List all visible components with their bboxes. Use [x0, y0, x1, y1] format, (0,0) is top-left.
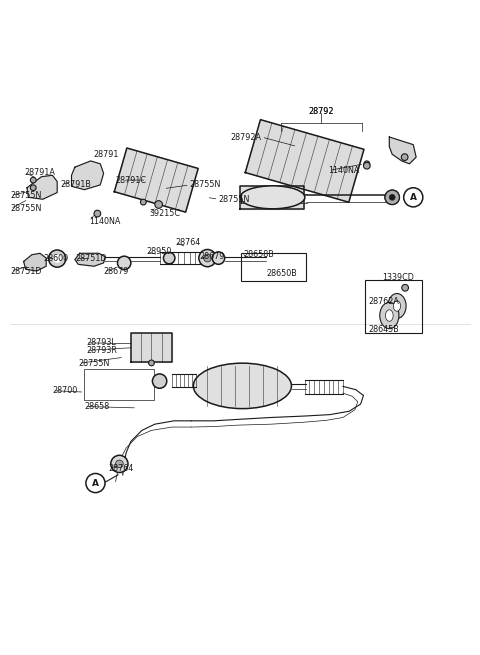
Polygon shape	[24, 253, 46, 271]
Polygon shape	[240, 186, 304, 209]
Polygon shape	[114, 148, 198, 212]
Polygon shape	[389, 137, 416, 164]
Polygon shape	[72, 161, 104, 190]
Text: 28650B: 28650B	[266, 269, 297, 278]
Circle shape	[389, 195, 395, 200]
Polygon shape	[131, 333, 172, 362]
Text: 1140NA: 1140NA	[328, 166, 360, 175]
Bar	[241, 253, 306, 280]
Text: 28762A: 28762A	[368, 297, 399, 306]
Circle shape	[48, 250, 66, 267]
Circle shape	[212, 252, 225, 265]
Circle shape	[118, 256, 131, 270]
Ellipse shape	[385, 310, 393, 322]
Text: 28700: 28700	[52, 386, 78, 395]
Circle shape	[163, 252, 175, 264]
Text: 28791C: 28791C	[116, 176, 147, 185]
Text: 28755N: 28755N	[218, 195, 250, 204]
Bar	[84, 369, 154, 400]
Text: 28600: 28600	[44, 254, 69, 263]
Circle shape	[30, 178, 36, 183]
Text: 28792: 28792	[309, 107, 334, 116]
Text: 28755N: 28755N	[190, 180, 221, 189]
Circle shape	[385, 190, 399, 204]
Circle shape	[401, 154, 408, 160]
Text: 28791B: 28791B	[60, 180, 91, 189]
Circle shape	[94, 210, 101, 217]
Text: 28658B: 28658B	[244, 250, 275, 259]
Circle shape	[153, 374, 167, 388]
Bar	[365, 280, 422, 333]
Polygon shape	[27, 176, 57, 199]
Circle shape	[111, 455, 128, 472]
Circle shape	[385, 190, 399, 204]
Text: 28658: 28658	[84, 402, 110, 411]
Text: 28751D: 28751D	[75, 254, 107, 263]
Text: 1339CD: 1339CD	[383, 272, 415, 282]
Ellipse shape	[394, 301, 401, 311]
Text: 28755N: 28755N	[10, 191, 42, 200]
Ellipse shape	[388, 293, 406, 318]
Circle shape	[149, 360, 155, 365]
Circle shape	[199, 250, 216, 267]
Circle shape	[404, 188, 423, 207]
Text: 28793R: 28793R	[86, 346, 117, 355]
Text: 28792A: 28792A	[230, 132, 262, 141]
Circle shape	[86, 474, 105, 493]
Circle shape	[141, 199, 146, 205]
Text: 28792: 28792	[309, 107, 334, 116]
Text: 28645B: 28645B	[368, 326, 399, 335]
Polygon shape	[75, 253, 105, 266]
Text: 28679: 28679	[199, 252, 225, 261]
Circle shape	[116, 460, 123, 468]
Circle shape	[363, 162, 370, 169]
Polygon shape	[245, 120, 364, 202]
Text: 28755N: 28755N	[78, 359, 109, 368]
Circle shape	[30, 185, 36, 191]
Text: 28950: 28950	[147, 248, 172, 256]
Circle shape	[155, 200, 162, 208]
Text: 28764: 28764	[108, 464, 133, 473]
Text: 28751D: 28751D	[10, 267, 42, 276]
Text: 28755N: 28755N	[10, 204, 42, 214]
Circle shape	[53, 255, 61, 263]
Ellipse shape	[193, 363, 291, 409]
Circle shape	[402, 284, 408, 291]
Circle shape	[204, 254, 211, 262]
Text: 28679: 28679	[104, 267, 129, 276]
Text: 1140NA: 1140NA	[89, 217, 120, 226]
Text: 39215C: 39215C	[149, 209, 180, 218]
Text: 28791A: 28791A	[24, 168, 56, 177]
Text: A: A	[410, 193, 417, 202]
Text: 28791: 28791	[93, 150, 119, 159]
Ellipse shape	[240, 186, 305, 209]
Text: 28793L: 28793L	[86, 339, 116, 347]
Circle shape	[364, 161, 370, 166]
Ellipse shape	[380, 303, 399, 329]
Text: A: A	[92, 479, 99, 487]
Text: 28764: 28764	[175, 238, 201, 247]
